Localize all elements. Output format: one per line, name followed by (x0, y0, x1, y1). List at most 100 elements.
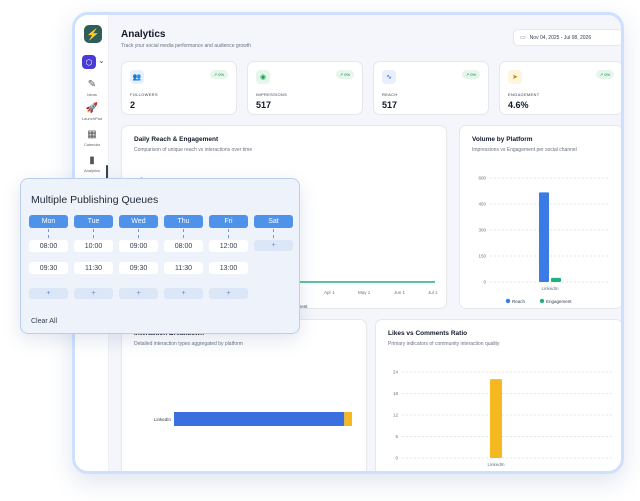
card-title: Daily Reach & Engagement (134, 136, 219, 143)
stat-card-engagement: ➤ ↗ 0% ENGAGEMENT 4.6% (499, 61, 621, 115)
publishing-queues-panel: Multiple Publishing Queues Mon 08:00 09:30… (20, 178, 300, 334)
stat-label: FOLLOWERS (130, 92, 158, 97)
bulb-icon: ✎ (87, 79, 97, 90)
legend-label: ement (295, 304, 308, 309)
connector (228, 229, 229, 238)
y-tick-label: 300 (478, 228, 486, 233)
sidebar-item-analytics[interactable]: ▮ Analytics (77, 155, 107, 173)
volume-by-platform-card: Volume by Platform Impressions vs Engage… (459, 125, 621, 309)
stat-label: REACH (382, 92, 398, 97)
sidebar-item-calendar[interactable]: ▦ Calendar (77, 129, 107, 147)
volume-chart: 0 150 300 450 600 LinkedIn Reach Engagement (478, 176, 610, 304)
stat-value: 4.6% (508, 100, 529, 110)
connector (183, 229, 184, 238)
add-slot-button[interactable]: + (74, 288, 113, 299)
y-tick-label: 6 (395, 434, 398, 439)
day-header[interactable]: Sat (254, 215, 293, 228)
x-tick-label: LinkedIn (541, 286, 559, 291)
day-header[interactable]: Fri (209, 215, 248, 228)
stat-label: ENGAGEMENT (508, 92, 540, 97)
x-tick-label: Jun 1 (394, 290, 406, 295)
users-icon: 👥 (130, 70, 144, 84)
day-header[interactable]: Tue (74, 215, 113, 228)
page-subtitle: Track your social media performance and … (121, 43, 251, 49)
sidebar-item-ideas[interactable]: ✎ Ideas (77, 79, 107, 97)
bar-likes (490, 379, 502, 458)
time-slot[interactable]: 11:30 (74, 262, 113, 274)
legend-dot (505, 298, 511, 304)
likes-vs-comments-card: Likes vs Comments Ratio Primary indicato… (375, 319, 621, 471)
rocket-icon: 🚀 (85, 103, 99, 114)
calendar-icon: ▦ (87, 129, 97, 140)
stat-card-impressions: ◉ ↗ 0% IMPRESSIONS 517 (247, 61, 363, 115)
y-tick-label: 600 (478, 176, 486, 181)
queue-column-sat: Sat + (254, 215, 293, 251)
date-range-picker[interactable]: ▭ Nov 04, 2025 - Jul 08, 2026 (513, 29, 621, 46)
x-tick-label: May 1 (358, 290, 371, 295)
interaction-breakdown-card: Interaction Breakdown Detailed interacti… (121, 319, 367, 471)
day-header[interactable]: Thu (164, 215, 203, 228)
bar-likes (174, 412, 345, 426)
time-slot[interactable]: 12:00 (209, 240, 248, 252)
sidebar-item-label: Calendar (83, 142, 101, 147)
date-range-label: Nov 04, 2025 - Jul 08, 2026 (529, 34, 592, 41)
time-slot[interactable]: 08:00 (164, 240, 203, 252)
page-title: Analytics (121, 29, 166, 40)
bar-engagement (551, 277, 561, 282)
time-slot[interactable]: 08:00 (29, 240, 68, 252)
add-slot-button[interactable]: + (29, 288, 68, 299)
stat-value: 517 (256, 100, 272, 110)
clear-all-button[interactable]: Clear All (31, 318, 58, 325)
connector (273, 229, 274, 238)
app-logo-icon[interactable]: ⚡ (84, 25, 102, 43)
card-subtitle: Comparison of unique reach vs interactio… (134, 147, 253, 153)
sidebar-item-label: LaunchPad (81, 116, 103, 121)
card-title: Volume by Platform (472, 136, 533, 143)
delta-badge: ↗ 0% (595, 70, 614, 79)
connector (138, 229, 139, 238)
card-title: Likes vs Comments Ratio (388, 330, 468, 337)
active-indicator (106, 165, 108, 181)
time-slot[interactable]: 09:30 (119, 262, 158, 274)
eye-icon: ◉ (256, 70, 270, 84)
sidebar: ⚡ ⬡ ⌄ ✎ Ideas 🚀 LaunchPad ▦ Calendar ▮ A… (75, 15, 109, 471)
time-slot[interactable]: 10:00 (74, 240, 113, 252)
y-tick-label: 0 (395, 456, 398, 461)
time-slot[interactable]: 13:00 (209, 262, 248, 274)
card-subtitle: Detailed interaction types aggregated by… (134, 341, 243, 347)
time-slot[interactable]: 09:00 (119, 240, 158, 252)
app-window: ⚡ ⬡ ⌄ ✎ Ideas 🚀 LaunchPad ▦ Calendar ▮ A… (72, 12, 624, 474)
bar-reach (539, 192, 549, 282)
add-slot-button[interactable]: + (119, 288, 158, 299)
day-header[interactable]: Wed (119, 215, 158, 228)
y-tick-label: 18 (393, 391, 399, 396)
y-tick-label: 0 (483, 280, 486, 285)
queue-column-mon: Mon 08:00 09:30 (29, 215, 68, 274)
day-header[interactable]: Mon (29, 215, 68, 228)
queues-title: Multiple Publishing Queues (31, 194, 159, 206)
sidebar-item-launchpad[interactable]: 🚀 LaunchPad (77, 103, 107, 121)
bar-shares (344, 412, 352, 426)
workspace-avatar[interactable]: ⬡ (82, 55, 96, 69)
y-tick-label: 24 (393, 370, 399, 375)
card-subtitle: Impressions vs Engagement per social cha… (472, 147, 577, 153)
calendar-icon: ▭ (520, 35, 526, 41)
stat-value: 517 (382, 100, 398, 110)
add-slot-button[interactable]: + (254, 240, 293, 251)
time-slot[interactable]: 11:30 (164, 262, 203, 274)
time-slot[interactable]: 09:30 (29, 262, 68, 274)
activity-icon: ∿ (382, 70, 396, 84)
sidebar-item-label: Analytics (83, 168, 100, 173)
queue-column-wed: Wed 09:00 09:30 (119, 215, 158, 274)
stat-card-followers: 👥 ↗ 0% FOLLOWERS 2 (121, 61, 237, 115)
legend-dot (539, 298, 545, 304)
chevron-down-icon[interactable]: ⌄ (98, 56, 105, 65)
add-slot-button[interactable]: + (164, 288, 203, 299)
delta-badge: ↗ 0% (209, 70, 228, 79)
queue-column-tue: Tue 10:00 11:30 (74, 215, 113, 274)
add-slot-button[interactable]: + (209, 288, 248, 299)
y-tick-label: 12 (393, 413, 399, 418)
x-tick-label: Apr 1 (324, 290, 335, 295)
